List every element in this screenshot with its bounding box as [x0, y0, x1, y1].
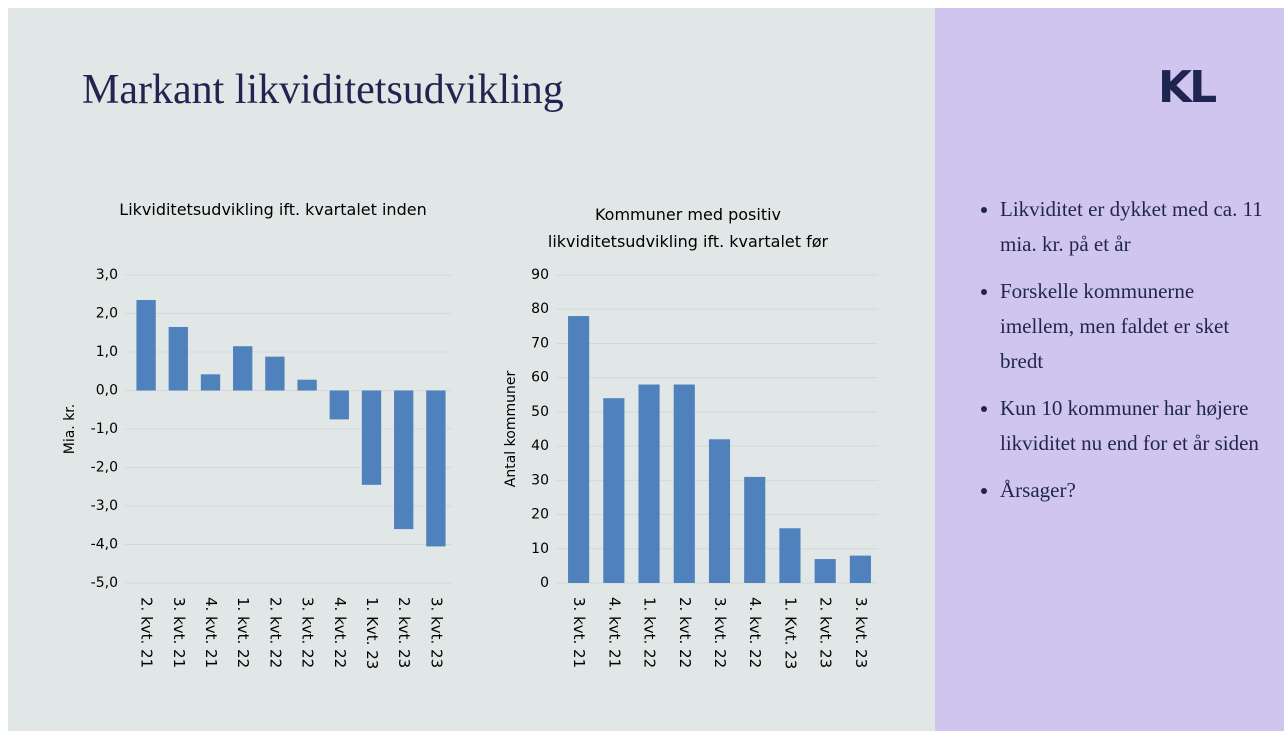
x-tick-label: 2. kvt. 23 [817, 597, 835, 668]
logo: KL [1158, 62, 1217, 113]
bar [603, 398, 625, 583]
y-tick-label: 0,0 [96, 383, 118, 399]
bar [673, 384, 695, 583]
bar [744, 476, 766, 583]
bar [200, 374, 221, 391]
x-tick-label: 1. kvt. 22 [641, 597, 659, 668]
chart-title: Kommuner med positiv likviditetsudviklin… [547, 205, 829, 251]
y-tick-label: 3,0 [96, 267, 118, 283]
bullet: Forskelle kommunerne imellem, men faldet… [1000, 274, 1268, 379]
bar [568, 316, 590, 583]
y-tick-label: -2,0 [91, 460, 118, 476]
y-tick-label: 0 [540, 575, 549, 591]
x-tick-label: 2. kvt. 22 [676, 597, 694, 668]
y-tick-label: 50 [531, 404, 549, 420]
x-tick-label: 1. Kvt. 23 [781, 597, 799, 669]
y-tick-label: 1,0 [96, 344, 118, 360]
y-axis-title: Antal kommuner [503, 371, 519, 488]
x-tick-label: 2. kvt. 21 [138, 597, 156, 668]
bullet: Kun 10 kommuner har højere likviditet nu… [1000, 391, 1268, 461]
bar [297, 379, 317, 391]
x-tick-label: 4. kvt. 22 [746, 597, 764, 668]
x-tick-label: 1. kvt. 22 [234, 597, 252, 668]
bar [638, 384, 660, 583]
slide-title: Markant likviditetsudvikling [82, 67, 564, 113]
bar [233, 346, 253, 391]
y-tick-label: -3,0 [91, 498, 118, 514]
x-tick-label: 3. kvt. 21 [570, 597, 588, 668]
y-tick-label: 90 [531, 267, 549, 283]
bar [426, 390, 446, 547]
bar [849, 555, 871, 583]
y-tick-label: -4,0 [91, 537, 118, 553]
y-tick-label: 30 [531, 472, 549, 488]
bar [265, 356, 285, 391]
x-tick-label: 3. kvt. 23 [427, 597, 445, 668]
x-tick-label: 1. Kvt. 23 [363, 597, 381, 669]
y-tick-label: 2,0 [96, 306, 118, 322]
bar [168, 326, 188, 391]
y-tick-label: 70 [531, 335, 549, 351]
y-axis-title: Mia. kr. [62, 404, 78, 454]
y-tick-label: 60 [531, 370, 549, 386]
bullet: Årsager? [1000, 473, 1268, 508]
main-panel [8, 8, 935, 731]
side-panel [935, 8, 1284, 731]
y-tick-label: 40 [531, 438, 549, 454]
y-tick-label: -5,0 [91, 575, 118, 591]
x-tick-label: 3. kvt. 23 [852, 597, 870, 668]
y-tick-label: 10 [531, 541, 549, 557]
x-tick-label: 4. kvt. 21 [202, 597, 220, 668]
bullet-list: Likviditet er dykket med ca. 11 mia. kr.… [980, 192, 1268, 520]
bullet: Likviditet er dykket med ca. 11 mia. kr.… [1000, 192, 1268, 262]
bar [708, 439, 731, 583]
y-tick-label: 80 [531, 301, 549, 317]
x-tick-label: 4. kvt. 21 [605, 597, 623, 668]
bar [394, 390, 414, 530]
y-tick-label: -1,0 [91, 421, 118, 437]
x-tick-label: 3. kvt. 22 [299, 597, 317, 668]
bar [329, 390, 349, 420]
x-tick-label: 2. kvt. 23 [395, 597, 413, 668]
chart-title: Likviditetsudvikling ift. kvartalet inde… [119, 200, 427, 219]
bar [361, 390, 382, 485]
x-tick-label: 4. kvt. 22 [331, 597, 349, 668]
x-tick-label: 2. kvt. 22 [266, 597, 284, 668]
bar [779, 528, 801, 583]
x-tick-label: 3. kvt. 22 [711, 597, 729, 668]
y-tick-label: 20 [531, 507, 549, 523]
bar [136, 300, 156, 391]
bar [814, 559, 836, 583]
x-tick-label: 3. kvt. 21 [170, 597, 188, 668]
